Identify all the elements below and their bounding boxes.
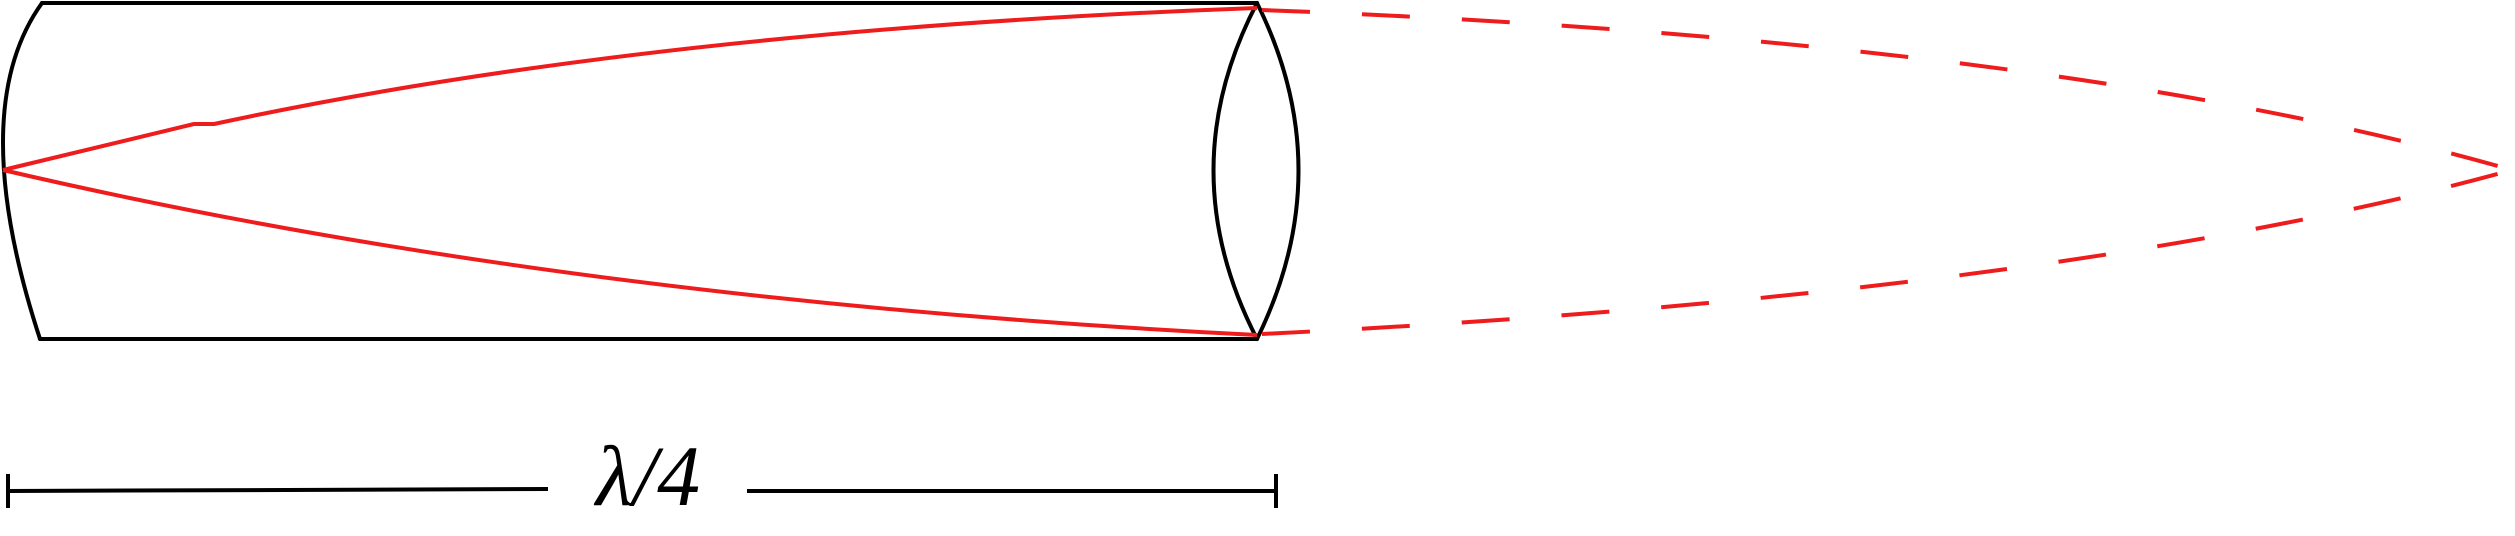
tube-left-end-arc <box>1 1 44 341</box>
upper-ray-solid <box>2 6 1258 172</box>
dimension-indicator: λ/4 <box>6 428 1278 524</box>
tube-right-lens-left-arc <box>1211 1 1259 341</box>
tube-outline <box>1 1 1301 341</box>
ray-envelope-solid <box>2 6 1258 337</box>
lower-ray-solid <box>2 168 1258 337</box>
dimension-line-left <box>7 487 549 493</box>
upper-ray-dashed <box>1261 8 2513 172</box>
tube-right-lens-right-arc <box>1255 1 1301 341</box>
lower-ray-dashed <box>1261 168 2513 336</box>
dimension-label: λ/4 <box>593 428 700 524</box>
ray-envelope-dashed <box>1261 8 2513 336</box>
